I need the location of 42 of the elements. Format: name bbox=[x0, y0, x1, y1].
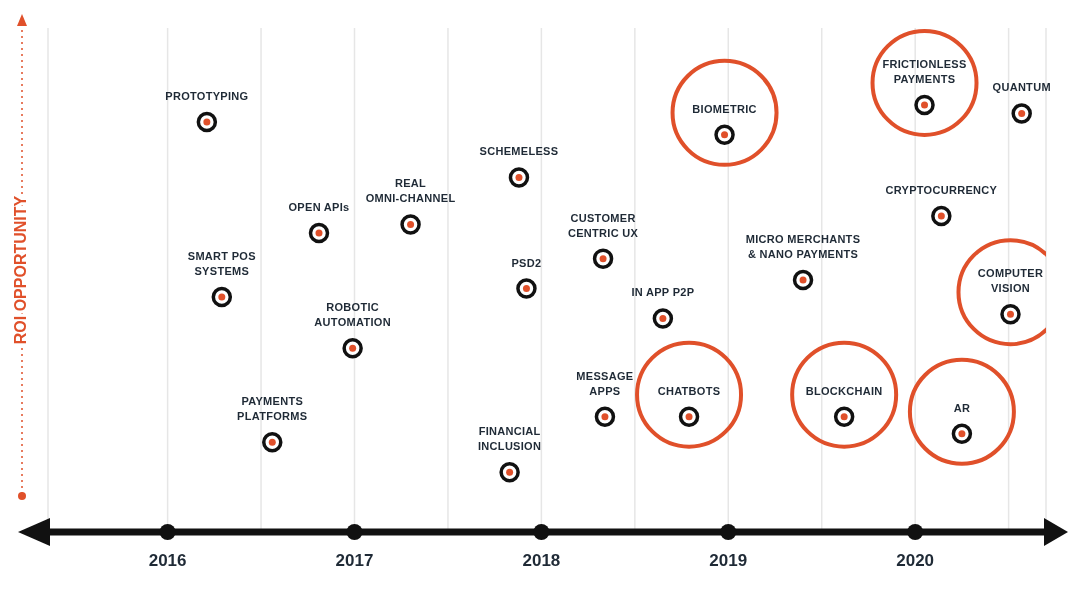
annotation: PROTOTYPING bbox=[165, 89, 249, 102]
x-tick-label: 2016 bbox=[148, 551, 187, 570]
x-tick-label: 2018 bbox=[522, 551, 561, 570]
point bbox=[508, 167, 530, 188]
point bbox=[499, 461, 520, 483]
point bbox=[792, 269, 814, 291]
x-tick-label: 2019 bbox=[709, 551, 748, 570]
annotation: OPEN APIs bbox=[288, 201, 350, 214]
point bbox=[931, 205, 952, 227]
point bbox=[342, 338, 363, 359]
annotation: FINANCIAL INCLUSION bbox=[478, 425, 542, 453]
annotation: MESSAGE APPS bbox=[576, 369, 634, 397]
x-tick-label: 2017 bbox=[335, 551, 374, 570]
annotation: IN APP P2P bbox=[631, 286, 695, 299]
annotation: SMART POS SYSTEMS bbox=[187, 250, 256, 278]
point bbox=[196, 111, 218, 133]
annotation: REAL OMNI-CHANNEL bbox=[365, 177, 456, 205]
point bbox=[594, 406, 616, 427]
point bbox=[652, 308, 674, 329]
point bbox=[1011, 103, 1032, 124]
point bbox=[516, 278, 537, 299]
annotation: CRYPTOCURRENCY bbox=[885, 183, 998, 196]
point bbox=[211, 286, 233, 308]
annotation: PSD2 bbox=[511, 256, 542, 269]
annotation: FRICTIONLESS PAYMENTS bbox=[882, 57, 967, 85]
annotation: QUANTUM bbox=[992, 81, 1051, 94]
y-axis-title: ROI OPPORTUNITY bbox=[12, 195, 30, 345]
annotation: BIOMETRIC bbox=[692, 102, 757, 115]
point bbox=[262, 432, 283, 453]
annotation: PAYMENTS PLATFORMS bbox=[237, 395, 308, 423]
annotation: ROBOTIC AUTOMATION bbox=[314, 301, 391, 329]
annotation: BLOCKCHAIN bbox=[805, 384, 883, 397]
x-tick-label: 2020 bbox=[896, 551, 935, 570]
annotation: AR bbox=[953, 401, 971, 414]
point bbox=[400, 214, 421, 235]
annotation: COMPUTER VISION bbox=[977, 267, 1044, 295]
point bbox=[308, 222, 330, 244]
annotation: CUSTOMER CENTRIC UX bbox=[567, 211, 639, 239]
point bbox=[592, 248, 614, 269]
annotation: SCHEMELESS bbox=[479, 145, 559, 158]
annotation: MICRO MERCHANTS & NANO PAYMENTS bbox=[745, 233, 861, 260]
annotation: CHATBOTS bbox=[657, 384, 721, 397]
